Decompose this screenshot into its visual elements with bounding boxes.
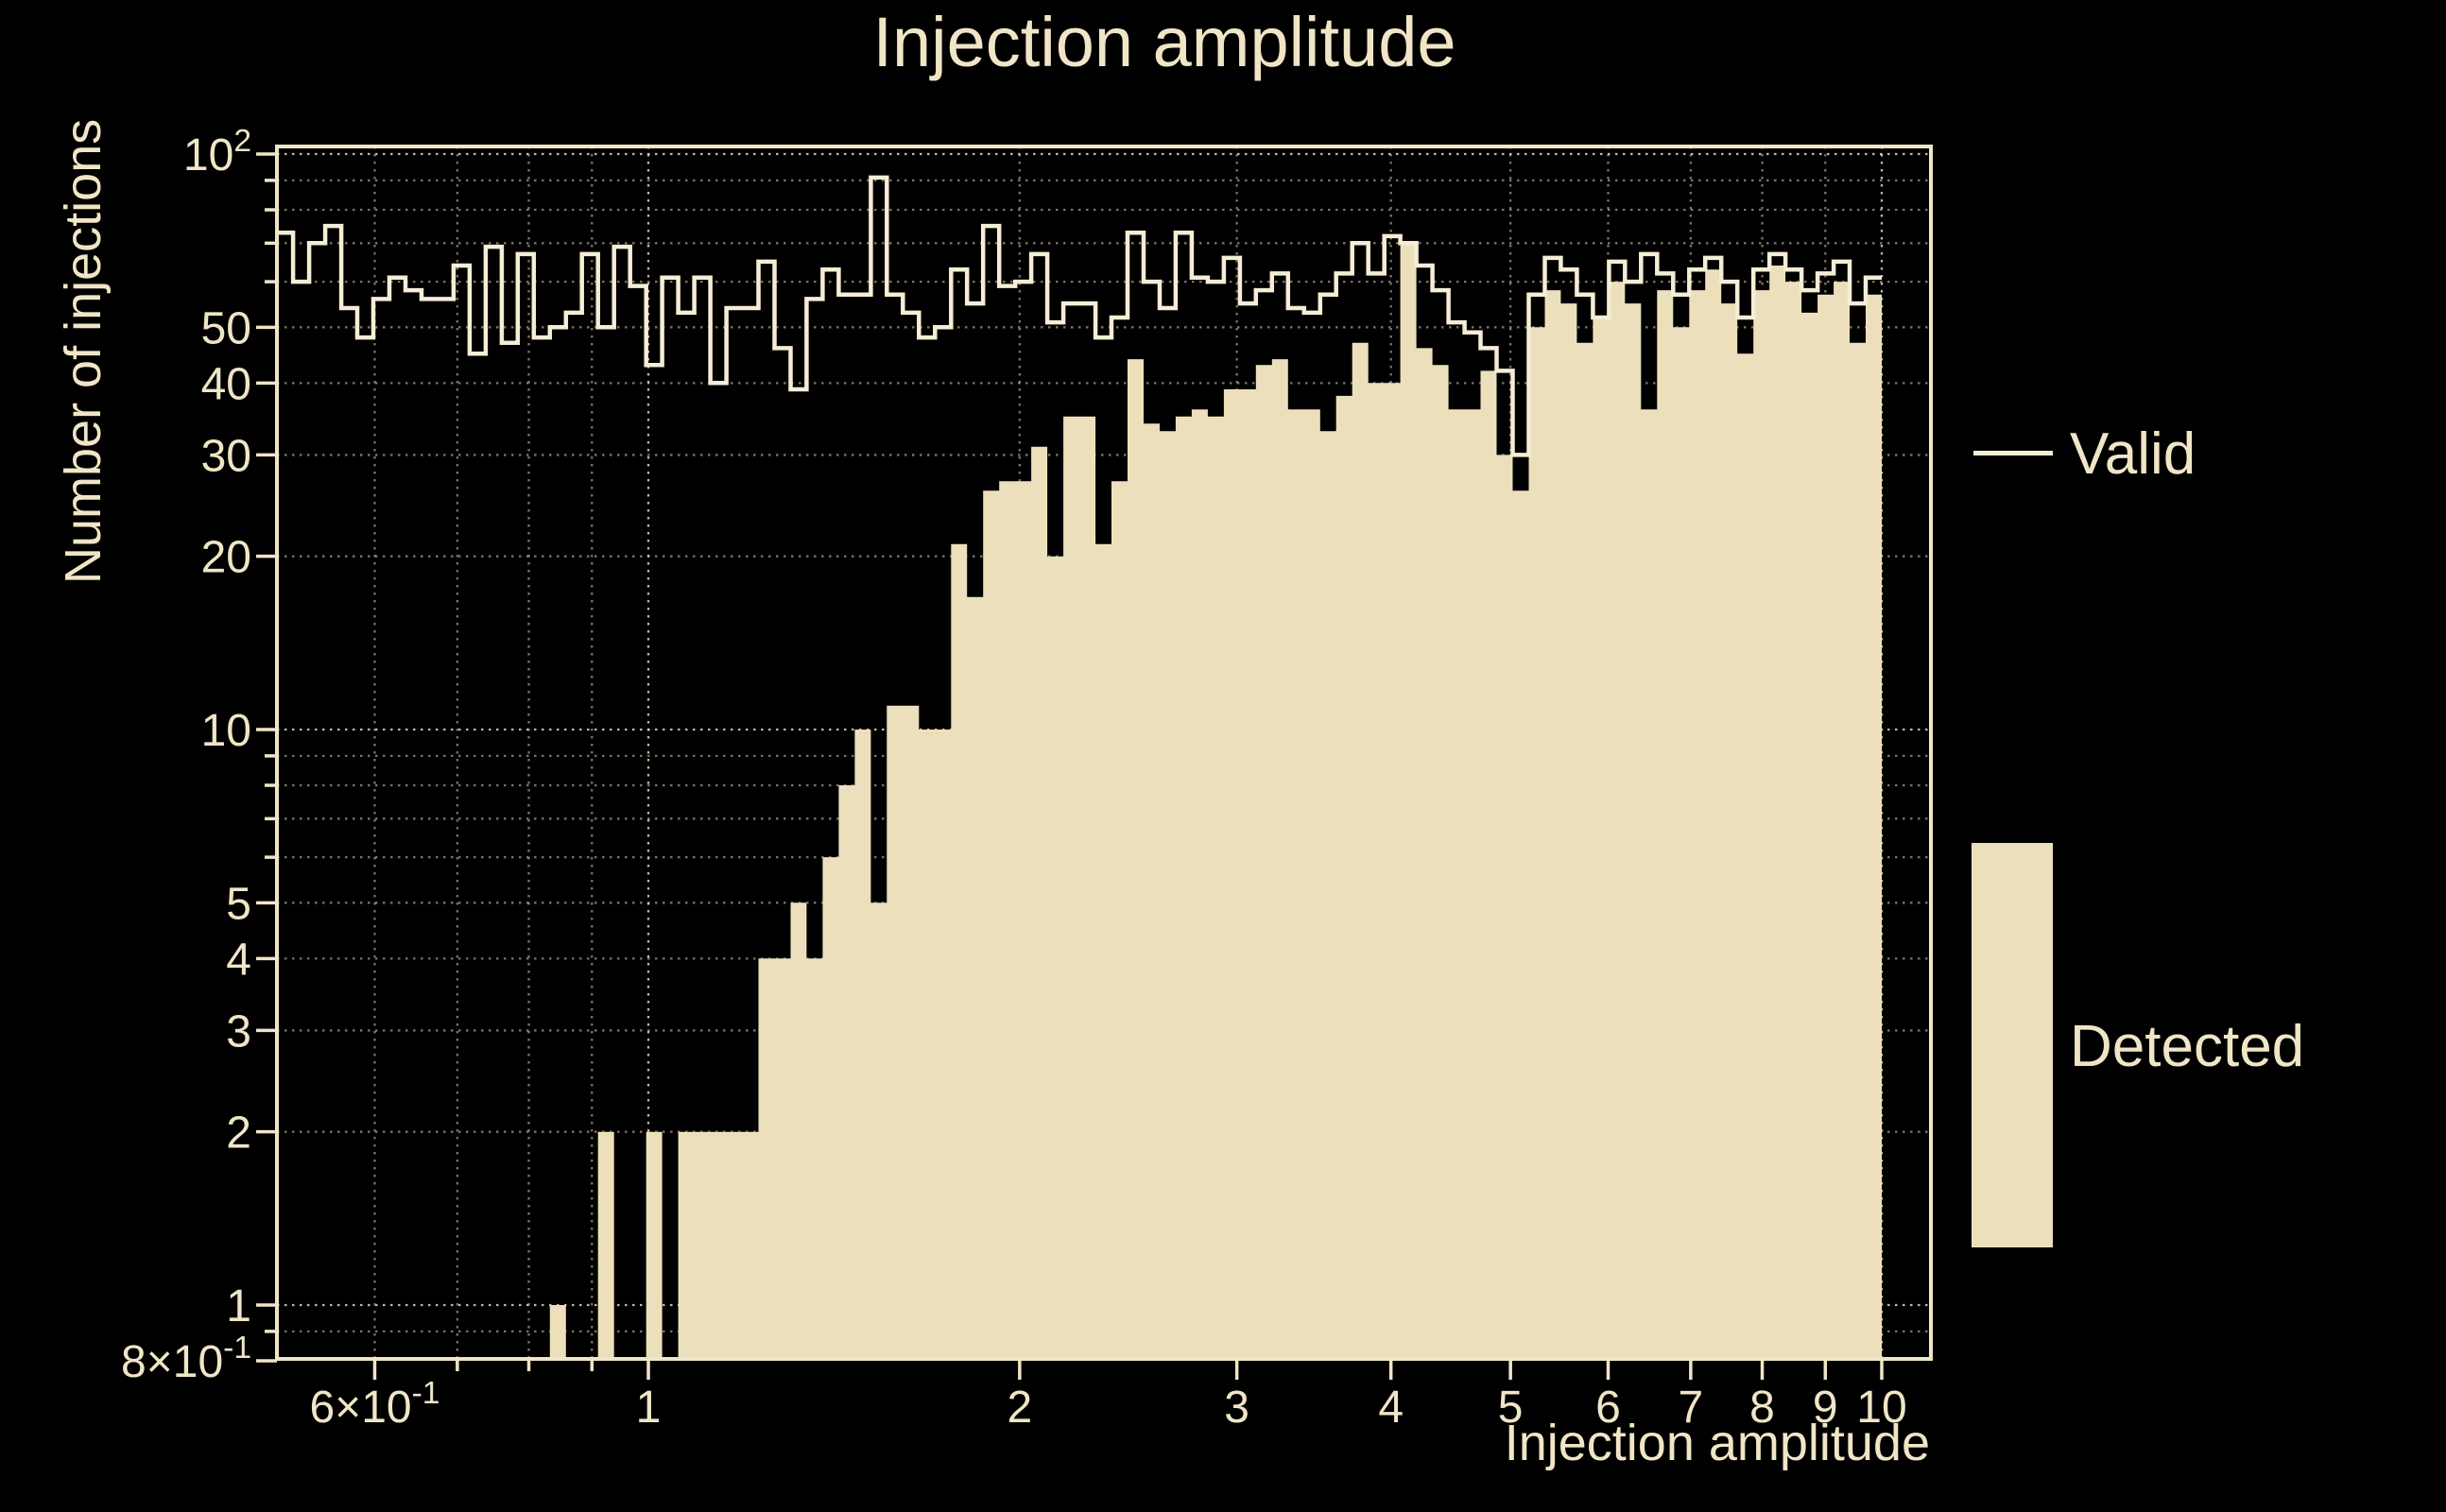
detected-histogram (277, 243, 1882, 1359)
y-tick-label: 3 (226, 1006, 251, 1057)
x-tick-label: 10 (1856, 1383, 1906, 1433)
x-axis-label: Injection amplitude (1504, 1415, 1930, 1471)
axes-frame (275, 145, 1933, 1361)
x-tick-label: 1 (636, 1383, 662, 1433)
y-tick-label: 2 (226, 1108, 251, 1159)
x-tick-label: 2 (1007, 1383, 1032, 1433)
y-tick-label: 102 (183, 124, 251, 180)
y-tick-label: 40 (201, 359, 251, 409)
x-tick-label: 6×10-1 (309, 1376, 439, 1433)
x-tick-label: 9 (1813, 1383, 1838, 1433)
legend-valid-line-swatch (1973, 451, 2053, 455)
y-tick-label: 4 (226, 935, 251, 985)
y-axis-label: Number of injections (55, 118, 112, 584)
chart-title: Injection amplitude (872, 3, 1456, 81)
y-tick-label: 8×10-1 (121, 1331, 251, 1387)
valid-step-line (277, 175, 1882, 457)
y-tick-label: 5 (226, 879, 251, 929)
legend-detected-label: Detected (2070, 1014, 2305, 1079)
tick-labels: 6×10-1 1 2 3 4 5 6 7 8 9 101025040302010543218×10-… (121, 124, 1907, 1433)
y-tick-label: 20 (201, 533, 251, 583)
axis-ticks (256, 152, 1884, 1380)
y-tick-label: 30 (201, 431, 251, 481)
x-tick-label: 3 (1224, 1383, 1249, 1433)
legend-detected-fill-swatch (1972, 843, 2053, 1247)
x-tick-label: 6 (1595, 1383, 1621, 1433)
x-tick-label: 7 (1679, 1383, 1704, 1433)
y-tick-label: 10 (201, 706, 251, 756)
x-tick-label: 5 (1498, 1383, 1524, 1433)
x-tick-label: 4 (1378, 1383, 1404, 1433)
y-tick-label: 1 (226, 1281, 251, 1332)
x-tick-label: 8 (1749, 1383, 1775, 1433)
legend-valid-label: Valid (2070, 421, 2196, 487)
y-tick-label: 50 (201, 303, 251, 353)
